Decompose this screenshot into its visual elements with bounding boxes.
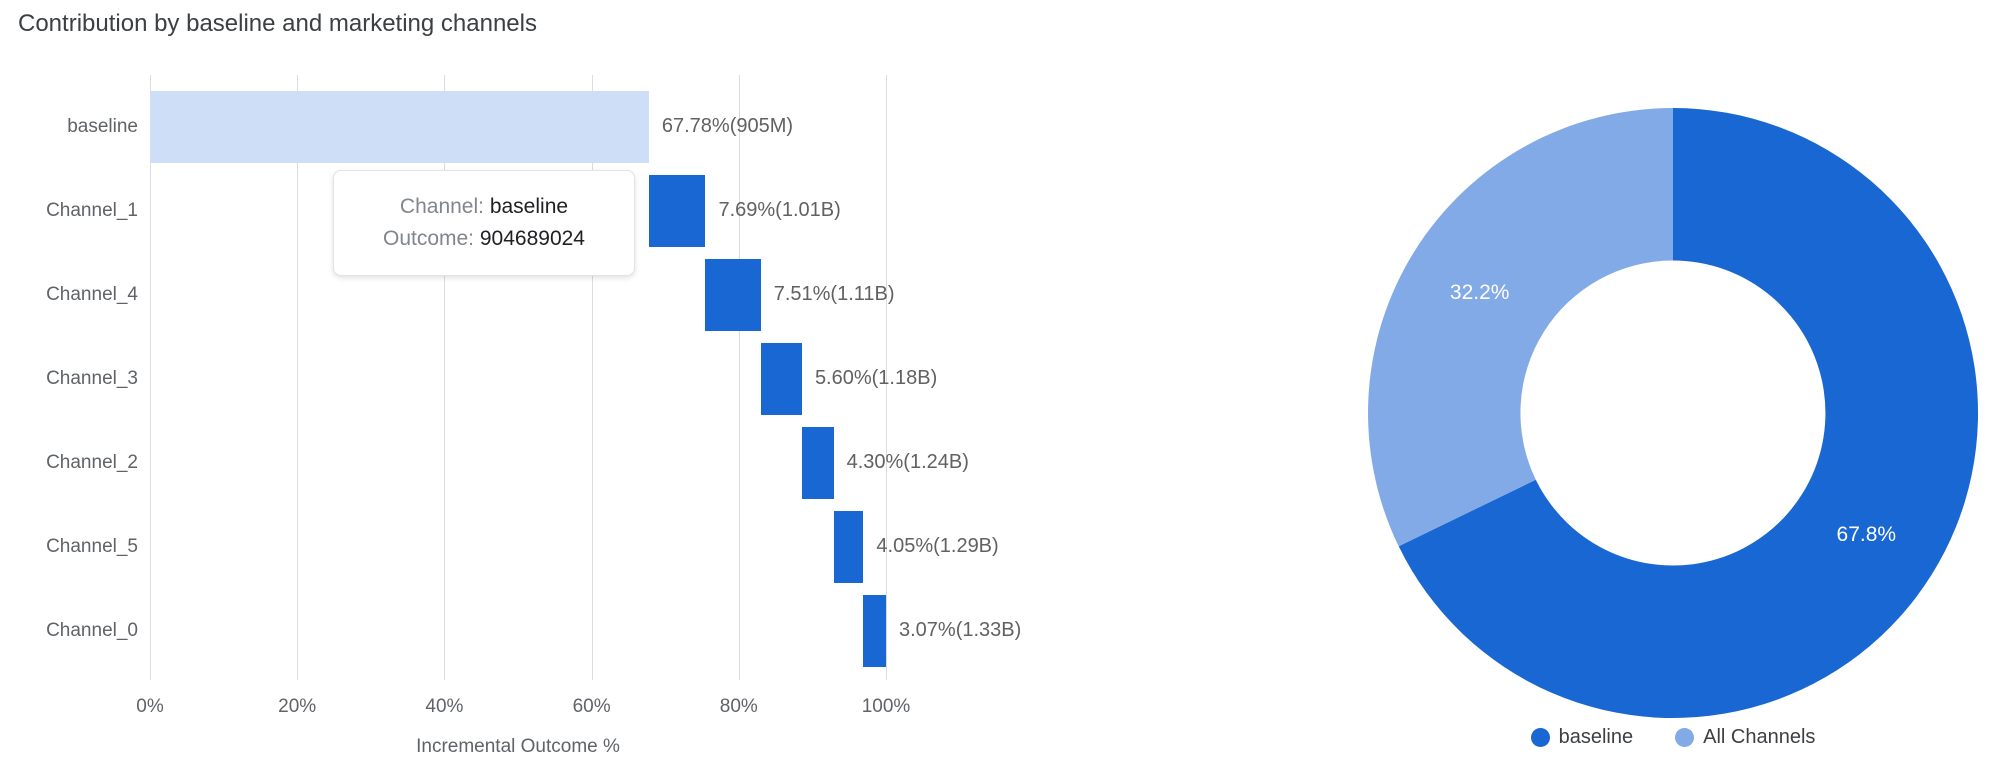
tooltip-channel-value: baseline: [489, 195, 569, 218]
gridline-0%: [150, 75, 151, 680]
bar-baseline[interactable]: [150, 91, 649, 163]
tooltip-outcome-value: 904689024: [479, 227, 585, 250]
bar-Channel_5[interactable]: [833, 511, 864, 583]
tooltip-outcome-line: Outcome: 904689024: [383, 227, 585, 251]
legend-item-All Channels[interactable]: All Channels: [1675, 726, 1815, 749]
category-label-Channel_1: Channel_1: [46, 200, 138, 221]
legend-item-baseline[interactable]: baseline: [1530, 726, 1634, 749]
bar-value-label-Channel_2: 4.30%(1.24B): [846, 451, 969, 473]
tooltip-outcome-label: Outcome:: [382, 227, 475, 250]
bar-Channel_1[interactable]: [648, 175, 706, 247]
bar-Channel_3[interactable]: [760, 343, 802, 415]
gridline-40%: [444, 75, 446, 680]
bar-Channel_2[interactable]: [801, 427, 834, 499]
bar-Channel_0[interactable]: [863, 595, 886, 667]
legend-dot-baseline: [1530, 728, 1550, 747]
category-label-baseline: baseline: [67, 116, 138, 137]
bar-value-label-Channel_4: 7.51%(1.11B): [773, 283, 895, 305]
bar-value-label-Channel_3: 5.60%(1.18B): [814, 367, 938, 389]
tooltip: Channel: baseline Outcome: 904689024: [333, 170, 635, 276]
x-tick-100%: 100%: [861, 696, 911, 717]
donut-svg: 67.8% 32.2%: [1368, 108, 1979, 718]
donut-slice-label-baseline: 67.8%: [1837, 523, 1897, 546]
x-tick-0%: 0%: [136, 696, 164, 717]
bar-Channel_4[interactable]: [705, 259, 761, 331]
tooltip-channel-label: Channel:: [399, 195, 484, 218]
donut-legend: baseline All Channels: [1363, 726, 1983, 749]
legend-label-baseline: baseline: [1558, 726, 1634, 748]
donut-slice-label-All Channels: 32.2%: [1450, 281, 1510, 304]
legend-label-All Channels: All Channels: [1703, 726, 1816, 748]
bar-value-label-Channel_5: 4.05%(1.29B): [876, 535, 999, 557]
gridline-20%: [297, 75, 299, 680]
page-title: Contribution by baseline and marketing c…: [18, 10, 537, 37]
gridline-80%: [738, 75, 740, 680]
category-label-Channel_3: Channel_3: [46, 368, 138, 389]
donut-chart: 67.8% 32.2%: [1363, 103, 1983, 723]
bar-value-label-baseline: 67.78%(905M): [661, 115, 794, 137]
x-tick-80%: 80%: [719, 696, 758, 717]
legend-dot-All Channels: [1675, 728, 1695, 747]
category-label-Channel_4: Channel_4: [46, 284, 138, 305]
gridline-60%: [591, 75, 593, 680]
category-label-Channel_2: Channel_2: [46, 452, 138, 473]
waterfall-chart: baseline Channel_1 Channel_4 Channel_3 Chann…: [46, 75, 1021, 757]
category-label-Channel_5: Channel_5: [46, 536, 138, 557]
x-axis-title: Incremental Outcome %: [416, 736, 620, 757]
x-tick-20%: 20%: [278, 696, 317, 717]
x-tick-40%: 40%: [425, 696, 464, 717]
x-tick-60%: 60%: [572, 696, 611, 717]
donut-slice-baseline[interactable]: [1398, 108, 1979, 718]
gridline-100%: [886, 75, 887, 680]
category-label-Channel_0: Channel_0: [46, 620, 138, 641]
bar-value-label-Channel_1: 7.69%(1.01B): [718, 199, 841, 221]
bar-value-label-Channel_0: 3.07%(1.33B): [899, 619, 1022, 641]
tooltip-channel-line: Channel: baseline: [400, 195, 568, 219]
donut-slice-All Channels[interactable]: [1368, 108, 1673, 547]
